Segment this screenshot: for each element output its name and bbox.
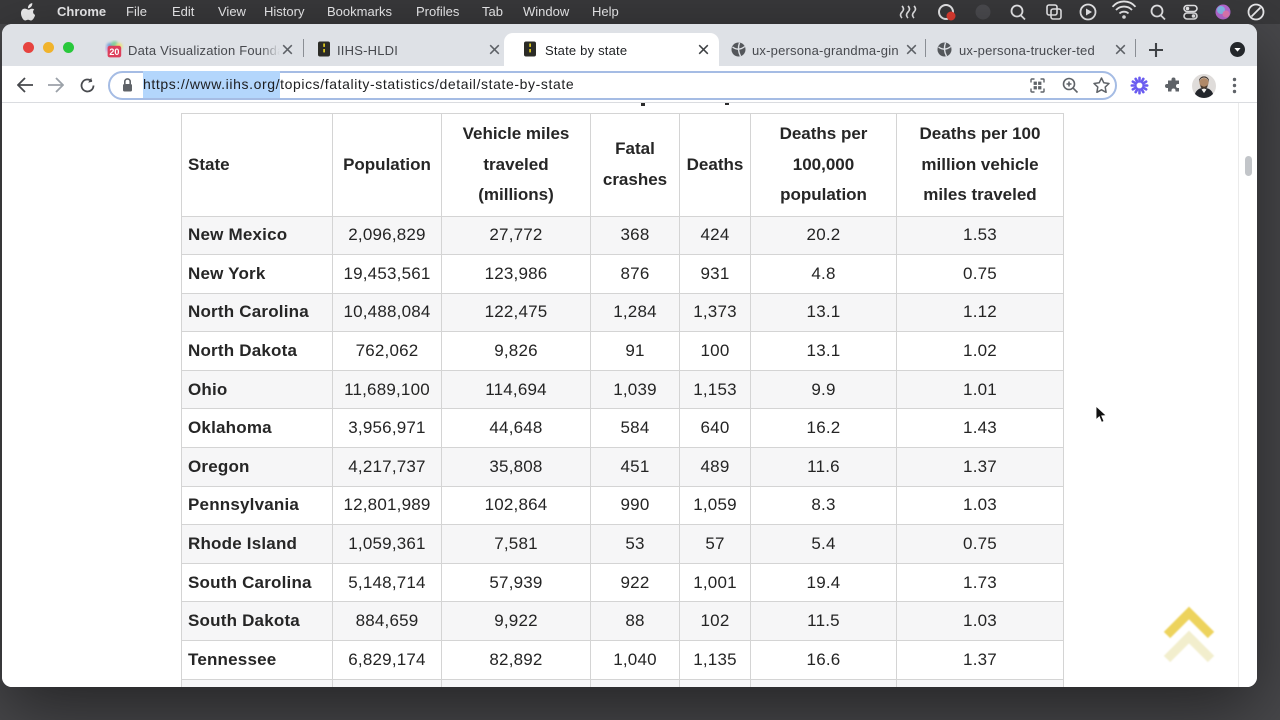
svg-text:20: 20 bbox=[109, 47, 119, 57]
